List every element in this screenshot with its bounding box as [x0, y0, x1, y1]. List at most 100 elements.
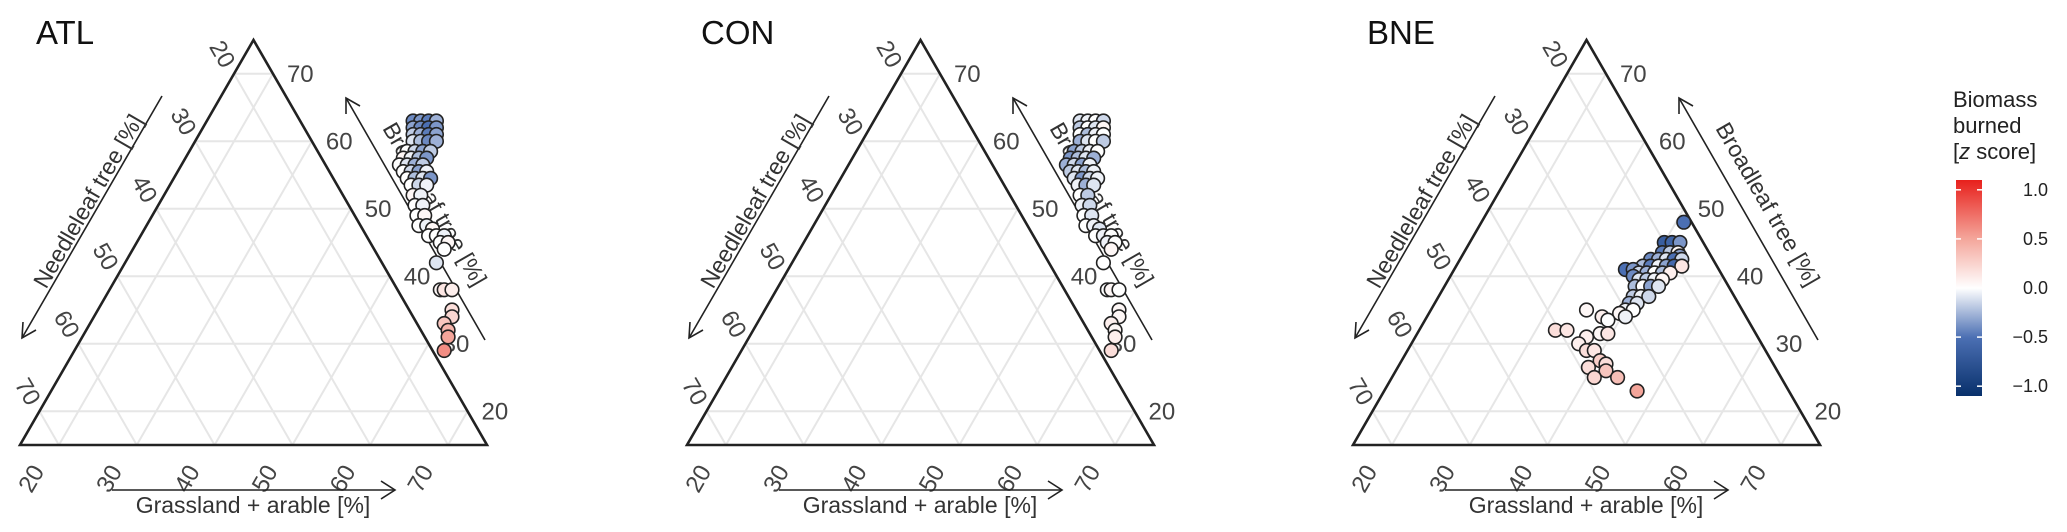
legend-title-line-2: burned [1953, 113, 2022, 138]
data-point [1559, 322, 1575, 338]
grid-line-grassland [1468, 140, 1646, 446]
grid-line-needleleaf [155, 208, 294, 446]
grid-line-needleleaf [744, 343, 805, 446]
grid-line-grassland [725, 73, 941, 446]
left-axis-arrow-line [21, 95, 163, 339]
colorbar-tick-label: 0.5 [2023, 229, 2048, 249]
tick-label-needleleaf: 40 [793, 171, 830, 208]
axis-label-grassland: Grassland + arable [%] [1469, 492, 1704, 518]
data-point [1617, 309, 1634, 325]
ternary-frame [684, 37, 1157, 447]
tick-label-broadleaf: 40 [1071, 263, 1098, 290]
data-point [1586, 369, 1602, 386]
grid-line-needleleaf [705, 410, 727, 446]
tick-label-needleleaf: 20 [870, 36, 907, 73]
tick-label-needleleaf: 60 [48, 306, 85, 343]
data-point [1641, 288, 1657, 305]
grid-line-grassland [58, 73, 274, 446]
colorbar-tick-label: 0.0 [2023, 278, 2048, 298]
grid-line-needleleaf [1527, 140, 1705, 446]
left-axis-arrow-head [21, 321, 37, 340]
tick-label-needleleaf: 30 [165, 104, 202, 141]
grid-line-grassland [1114, 410, 1136, 446]
data-point [1103, 241, 1119, 257]
grid-line-needleleaf [77, 343, 138, 446]
left-axis-arrow-head [688, 321, 704, 340]
axis-label-grassland: Grassland + arable [%] [136, 492, 371, 518]
colorbar-tick-label: −0.5 [2012, 327, 2048, 347]
data-point [1578, 302, 1595, 318]
tick-label-grassland: 70 [1070, 461, 1107, 498]
data-point [1674, 258, 1690, 274]
data-point [1600, 312, 1616, 328]
legend-title-z: z [1958, 139, 1970, 164]
ternary-grid [705, 72, 1136, 446]
tick-label-grassland: 20 [1346, 461, 1383, 498]
grid-line-grassland [1036, 343, 1097, 446]
colorbar-tick-label: 1.0 [2023, 180, 2048, 200]
tick-label-broadleaf: 40 [1737, 263, 1764, 290]
data-point [436, 241, 452, 257]
panel-title: ATL [36, 14, 94, 51]
tick-label-grassland: 20 [13, 461, 50, 498]
grid-line-needleleaf [116, 275, 216, 446]
tick-label-broadleaf: 60 [1659, 128, 1686, 155]
tick-label-grassland: 30 [758, 461, 795, 498]
data-point [1676, 214, 1692, 230]
grid-line-needleleaf [1410, 343, 1471, 446]
right-axis-arrow-head [1012, 96, 1028, 114]
tick-label-broadleaf: 20 [1149, 398, 1176, 425]
colorbar-legend: Biomass burned [z score] 1.0 0.5 0.0 −0.5 −1… [1953, 87, 2048, 396]
grid-line-needleleaf [194, 140, 372, 446]
tick-label-broadleaf: 70 [954, 61, 981, 88]
grid-line-needleleaf [900, 73, 1116, 446]
tick-label-needleleaf: 20 [1536, 36, 1573, 73]
grid-line-grassland [369, 343, 430, 446]
tick-label-broadleaf: 20 [482, 398, 509, 425]
data-point [1610, 369, 1626, 386]
tick-label-needleleaf: 40 [1459, 171, 1496, 208]
axis-label-grassland: Grassland + arable [%] [803, 492, 1038, 518]
grid-line-grassland [213, 208, 352, 446]
data-point [1600, 326, 1616, 342]
axis-arrows [688, 95, 1153, 500]
tick-label-broadleaf: 60 [326, 128, 353, 155]
grid-line-needleleaf [783, 275, 883, 446]
tick-label-broadleaf: 50 [1698, 196, 1725, 223]
panel-title: CON [701, 14, 774, 51]
grid-line-needleleaf [233, 73, 449, 446]
grid-line-grassland [1702, 343, 1763, 446]
axis-arrows [1354, 95, 1819, 500]
left-axis-arrow-line [1354, 95, 1496, 339]
grid-line-grassland [880, 208, 1019, 446]
tick-label-needleleaf: 20 [203, 36, 240, 73]
tick-label-needleleaf: 50 [87, 239, 124, 276]
tick-label-needleleaf: 70 [9, 374, 46, 411]
left-axis-arrow-line [688, 95, 830, 339]
ternary-frame [17, 37, 490, 447]
ternary-grid [38, 72, 469, 446]
data-points [1547, 214, 1692, 399]
grid-line-grassland [291, 275, 391, 446]
tick-label-grassland: 30 [1424, 461, 1461, 498]
axis-label-needleleaf: Needleleaf tree [%] [1361, 110, 1481, 292]
axis-label-needleleaf: Needleleaf tree [%] [28, 110, 148, 292]
bottom-axis-arrow-head [1713, 480, 1730, 500]
data-point [1103, 342, 1119, 359]
data-point [428, 255, 445, 271]
data-point [1107, 329, 1123, 345]
grid-line-grassland [135, 140, 313, 446]
tick-label-needleleaf: 30 [1498, 104, 1535, 141]
grid-line-grassland [1624, 275, 1724, 446]
data-point [436, 342, 452, 359]
right-axis-arrow-head [345, 96, 361, 114]
left-axis-arrow-head [1354, 321, 1370, 340]
tick-label-grassland: 70 [403, 461, 440, 498]
data-point [1111, 282, 1127, 298]
data-point [444, 282, 460, 298]
legend-title-score: score] [1970, 139, 2036, 164]
data-point [440, 329, 456, 345]
bottom-axis-arrow-head [380, 480, 397, 500]
data-points [391, 113, 460, 359]
